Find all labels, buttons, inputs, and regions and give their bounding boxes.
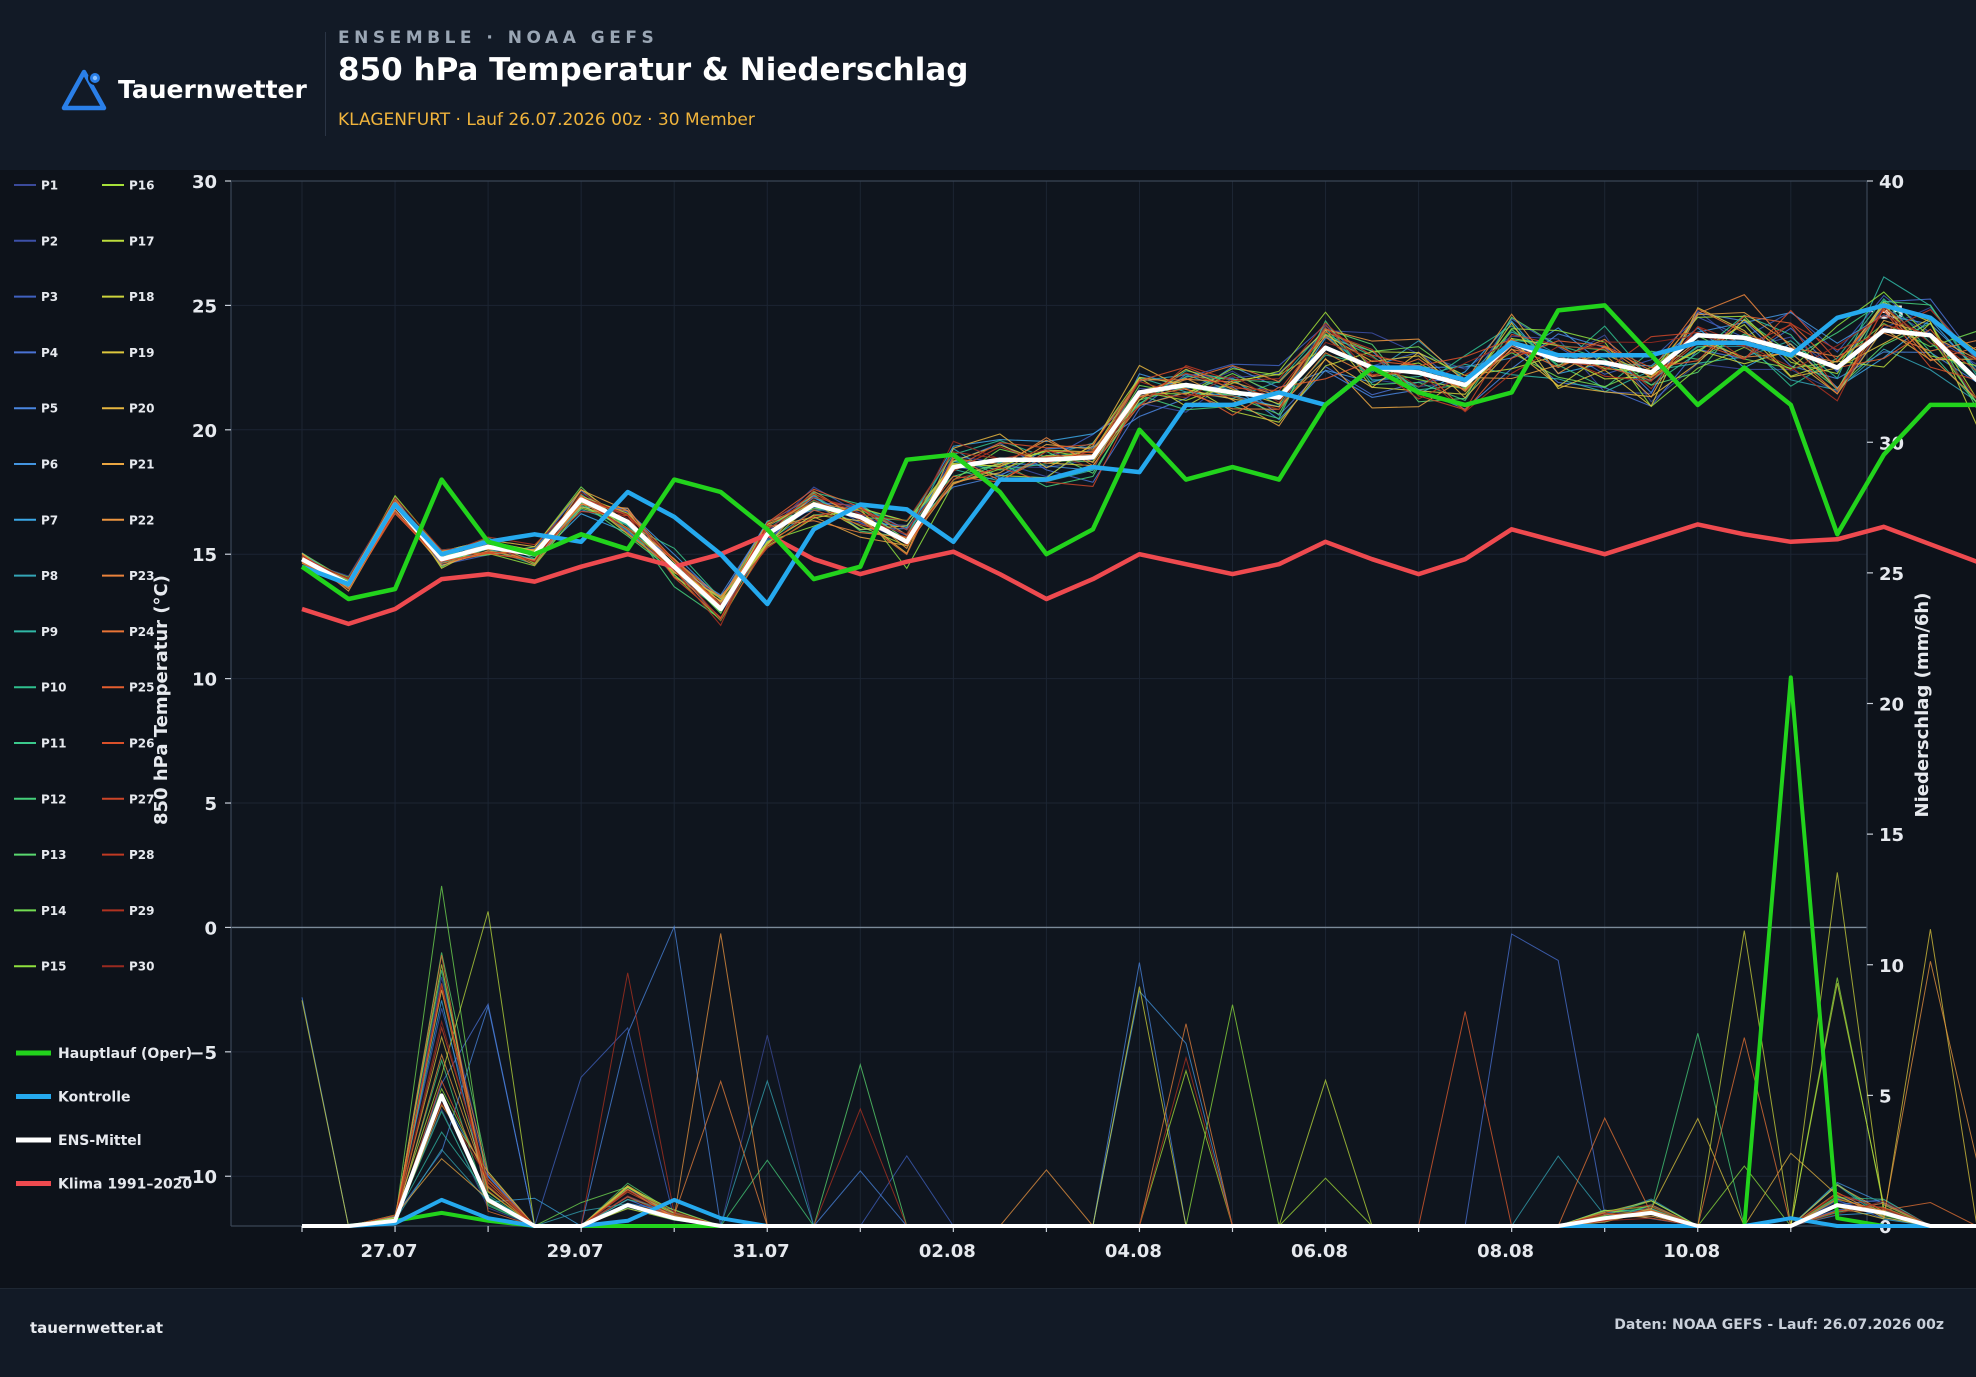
oper-temp-line [300, 303, 1976, 602]
plot-area [231, 181, 1867, 1226]
legend-label-p12: P12 [41, 792, 67, 806]
x-tick-label: 27.07 [361, 1241, 418, 1262]
member-temp-line-p28 [301, 308, 1976, 612]
logo[interactable]: Tauernwetter [60, 66, 307, 112]
legend-label-p26: P26 [129, 737, 155, 751]
y-left-tick-label: 15 [192, 545, 217, 566]
legend-label-p13: P13 [41, 848, 67, 862]
legend-label-p7: P7 [41, 513, 58, 527]
member-temp-line-p27 [301, 324, 1976, 606]
legend-label-p9: P9 [41, 625, 58, 639]
legend-label-p29: P29 [129, 904, 155, 918]
legend-label-p8: P8 [41, 569, 58, 583]
member-temp-line-p8 [301, 331, 1976, 611]
y-left-tick-label: 5 [204, 794, 217, 815]
x-tick-label: 29.07 [547, 1241, 604, 1262]
member-temp-line-p12 [301, 300, 1976, 620]
legend-label-p22: P22 [129, 513, 155, 527]
mean-temp-line [300, 328, 1976, 612]
y-left-tick-label: −10 [177, 1167, 217, 1188]
legend-label-p21: P21 [129, 458, 155, 472]
eyebrow: ENSEMBLE · NOAA GEFS [338, 28, 659, 48]
x-tick-label: 08.08 [1477, 1241, 1534, 1262]
member-temp-line-p17 [301, 322, 1976, 602]
legend-label-p28: P28 [129, 848, 155, 862]
legend-label-main-2: ENS-Mittel [58, 1133, 142, 1149]
legend-label-p14: P14 [41, 904, 67, 918]
control-temp-line [301, 303, 1976, 607]
footer: tauernwetter.at Daten: NOAA GEFS - Lauf:… [0, 1288, 1976, 1377]
y-right-tick-label: 5 [1879, 1086, 1892, 1107]
y-right-tick-label: 10 [1879, 956, 1904, 977]
y-left-tick-label: 20 [192, 421, 217, 442]
y-right-tick-label: 40 [1879, 172, 1904, 193]
legend-label-p15: P15 [41, 960, 67, 974]
member-temp-line-p22 [301, 305, 1976, 602]
legend-label-p4: P4 [41, 346, 58, 360]
legend-label-p24: P24 [129, 625, 155, 639]
legend-label-p18: P18 [129, 290, 155, 304]
x-tick-label: 31.07 [733, 1241, 790, 1262]
member-precip-line-p29 [302, 972, 1976, 1227]
legend-label-p5: P5 [41, 402, 58, 416]
x-tick-label: 02.08 [919, 1241, 976, 1262]
x-tick-label: 06.08 [1291, 1241, 1348, 1262]
y-right-tick-label: 15 [1879, 825, 1904, 846]
legend-label-p10: P10 [41, 681, 67, 695]
legend-label-main-3: Klima 1991–2020 [58, 1177, 193, 1193]
legend-label-main-1: Kontrolle [58, 1090, 131, 1106]
member-temp-line-p29 [301, 306, 1976, 627]
legend-label-p2: P2 [41, 234, 58, 248]
legend-label-p17: P17 [129, 234, 155, 248]
y-left-axis-label: 850 hPa Temperatur (°C) [151, 575, 172, 825]
legend-label-p6: P6 [41, 458, 58, 472]
legend-label-p1: P1 [41, 179, 58, 193]
y-left-tick-label: 25 [192, 296, 217, 317]
legend-label-p30: P30 [129, 960, 155, 974]
logo-text: Tauernwetter [118, 74, 307, 104]
legend-label-p16: P16 [129, 179, 155, 193]
member-temp-line-p30 [301, 314, 1976, 622]
legend-label-p27: P27 [129, 792, 155, 806]
y-left-tick-label: −5 [189, 1043, 217, 1064]
footer-source: Daten: NOAA GEFS - Lauf: 26.07.2026 00z [1614, 1317, 1944, 1333]
page-title: 850 hPa Temperatur & Niederschlag [338, 52, 969, 88]
legend-label-p23: P23 [129, 569, 155, 583]
legend: P1 P2 P3 P4 P5 P6 P7 P8 P9 P10 P11 P12 P13 P14 P15 P16 P… [14, 179, 193, 1193]
header-divider [325, 32, 326, 136]
y-left-tick-label: 0 [204, 918, 217, 939]
legend-label-p3: P3 [41, 290, 58, 304]
y-right-tick-label: 20 [1879, 695, 1904, 716]
member-temp-line-p26 [301, 309, 1976, 619]
y-right-tick-label: 25 [1879, 564, 1904, 585]
member-temp-line-p19 [301, 306, 1976, 597]
y-right-axis-label: Niederschlag (mm/6h) [1912, 593, 1933, 818]
y-left-tick-label: 10 [192, 670, 217, 691]
legend-label-p11: P11 [41, 737, 67, 751]
mean-precip-line [302, 1093, 1976, 1228]
header: Tauernwetter ENSEMBLE · NOAA GEFS 850 hP… [0, 0, 1976, 170]
x-tick-label: 10.08 [1663, 1241, 1720, 1262]
legend-label-p20: P20 [129, 402, 155, 416]
page-subtitle: KLAGENFURT · Lauf 26.07.2026 00z · 30 Me… [338, 110, 755, 130]
member-temp-line-p25 [301, 315, 1976, 620]
mountain-logo-icon [61, 69, 107, 111]
legend-label-p19: P19 [129, 346, 155, 360]
legend-label-main-0: Hauptlauf (Oper) [58, 1046, 192, 1062]
member-temp-line-p10 [301, 297, 1976, 611]
y-left-tick-label: 30 [192, 172, 217, 193]
footer-site[interactable]: tauernwetter.at [30, 1319, 164, 1337]
member-temp-line-p7 [301, 318, 1976, 621]
legend-label-p25: P25 [129, 681, 155, 695]
x-tick-label: 04.08 [1105, 1241, 1162, 1262]
member-temp-line-p11 [301, 299, 1976, 600]
